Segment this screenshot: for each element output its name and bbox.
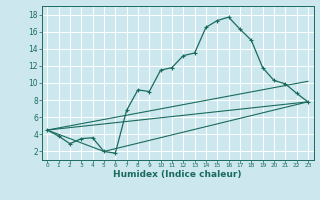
X-axis label: Humidex (Indice chaleur): Humidex (Indice chaleur): [113, 170, 242, 179]
